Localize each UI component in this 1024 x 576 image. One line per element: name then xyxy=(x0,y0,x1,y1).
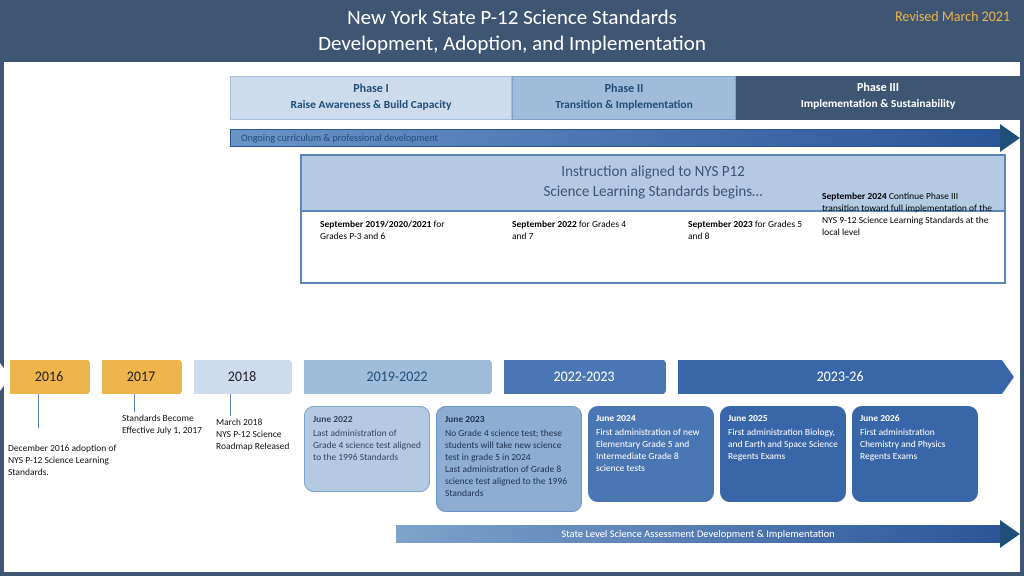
phase-3: Phase III Implementation & Sustainabilit… xyxy=(736,76,1020,120)
sept-2024-date: September 2024 xyxy=(822,190,887,202)
card-jun23-head: June 2023 xyxy=(445,413,573,425)
phase-2-sub: Transition & Implementation xyxy=(519,97,729,113)
note-2018-text: NYS P-12 Science Roadmap Released xyxy=(216,428,289,452)
card-june-2024: June 2024 First administration of new El… xyxy=(588,406,714,502)
sept-2019-date: September 2019/2020/2021 xyxy=(320,218,431,230)
sept-2022: September 2022 for Grades 4 and 7 xyxy=(512,218,632,242)
phase-3-sub: Implementation & Sustainability xyxy=(742,96,1014,112)
card-jun23-text: No Grade 4 science test; these students … xyxy=(445,427,567,499)
chevron-2018: 2018 xyxy=(194,360,290,394)
chevron-2016: 2016 xyxy=(10,360,88,394)
assessment-label: State Level Science Assessment Developme… xyxy=(396,525,1000,543)
instruction-box: Instruction aligned to NYS P12 Science L… xyxy=(300,154,1006,284)
card-jun25-text: First administration Biology, and Earth … xyxy=(728,426,838,462)
card-june-2022: June 2022 Last administration of Grade 4… xyxy=(304,406,430,492)
card-june-2026: June 2026 First administration Chemistry… xyxy=(852,406,978,502)
arrow-head-icon xyxy=(1000,520,1020,548)
timeline: 2016 2017 2018 2019-2022 2022-2023 2023-… xyxy=(4,360,1020,394)
note-2017: Standards Become Effective July 1, 2017 xyxy=(122,412,218,436)
slide: New York State P-12 Science Standards De… xyxy=(0,0,1024,576)
sept-2023: September 2023 for Grades 5 and 8 xyxy=(688,218,808,242)
card-june-2023: June 2023 No Grade 4 science test; these… xyxy=(436,406,582,512)
phase-2: Phase II Transition & Implementation xyxy=(512,76,736,120)
card-jun22-head: June 2022 xyxy=(313,413,421,425)
instruction-body: September 2019/2020/2021 for Grades P-3 … xyxy=(302,212,1004,282)
instr-line1: Instruction aligned to NYS P12 xyxy=(306,162,1000,182)
card-june-2025: June 2025 First administration Biology, … xyxy=(720,406,846,502)
revised-label: Revised March 2021 xyxy=(895,8,1010,25)
card-jun26-head: June 2026 xyxy=(860,412,970,424)
phase-3-title: Phase III xyxy=(742,80,1014,96)
sept-2019: September 2019/2020/2021 for Grades P-3 … xyxy=(320,218,470,242)
arrow-head-icon xyxy=(1000,124,1020,152)
chevron-2023-26: 2023-26 xyxy=(678,360,1002,394)
card-jun26-text: First administration Chemistry and Physi… xyxy=(860,426,945,462)
sept-2023-date: September 2023 xyxy=(688,218,753,230)
chevron-2017: 2017 xyxy=(102,360,180,394)
callouts: December 2016 adoption of NYS P-12 Scien… xyxy=(4,406,1020,522)
card-jun22-text: Last administration of Grade 4 science t… xyxy=(313,427,421,463)
title-line1: New York State P-12 Science Standards xyxy=(0,4,1024,30)
phase-1: Phase I Raise Awareness & Build Capacity xyxy=(230,76,512,120)
sept-2024: September 2024 Continue Phase III transi… xyxy=(822,190,992,238)
sept-2022-date: September 2022 xyxy=(512,218,577,230)
ongoing-label: Ongoing curriculum & professional develo… xyxy=(230,129,1000,147)
phase-1-sub: Raise Awareness & Build Capacity xyxy=(237,97,505,113)
phase-2-title: Phase II xyxy=(519,81,729,97)
card-jun24-text: First administration of new Elementary G… xyxy=(596,426,699,474)
content-area: Phase I Raise Awareness & Build Capacity… xyxy=(4,62,1020,572)
note-2018: March 2018 NYS P-12 Science Roadmap Rele… xyxy=(216,416,304,452)
card-jun24-head: June 2024 xyxy=(596,412,706,424)
assessment-arrow: State Level Science Assessment Developme… xyxy=(396,524,1020,544)
phase-1-title: Phase I xyxy=(237,81,505,97)
ongoing-arrow: Ongoing curriculum & professional develo… xyxy=(230,128,1020,148)
chevron-2019-2022: 2019-2022 xyxy=(304,360,490,394)
note-2018-date: March 2018 xyxy=(216,416,262,428)
note-2016: December 2016 adoption of NYS P-12 Scien… xyxy=(8,442,120,478)
phase-bar: Phase I Raise Awareness & Build Capacity… xyxy=(230,76,1020,120)
title-line2: Development, Adoption, and Implementatio… xyxy=(0,30,1024,56)
chevron-2022-2023: 2022-2023 xyxy=(504,360,664,394)
header: New York State P-12 Science Standards De… xyxy=(0,0,1024,62)
card-jun25-head: June 2025 xyxy=(728,412,838,424)
